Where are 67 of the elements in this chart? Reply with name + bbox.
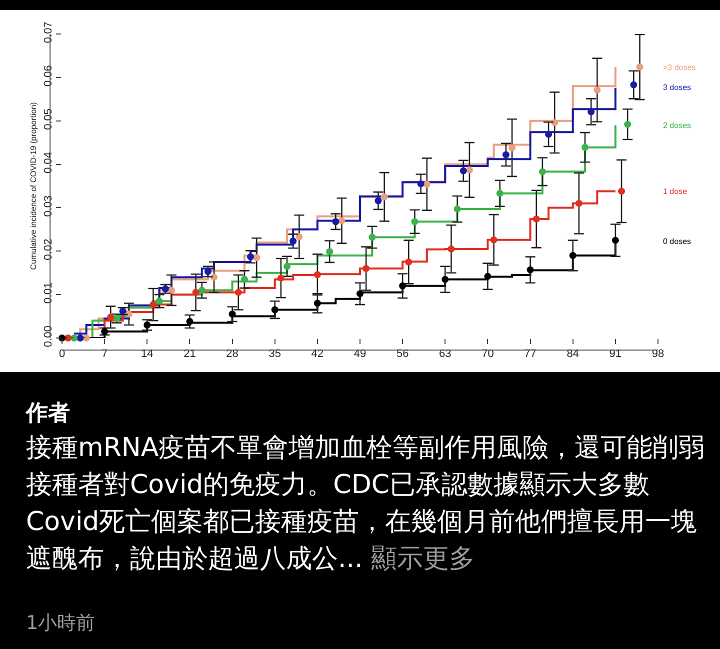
point [575, 200, 582, 207]
point [253, 254, 260, 262]
point [284, 262, 291, 270]
point [460, 167, 467, 174]
point [186, 318, 194, 325]
point [277, 274, 284, 282]
point [636, 64, 644, 71]
point [101, 328, 108, 335]
point [374, 197, 382, 204]
text: 3 doses [663, 83, 692, 92]
text: >3 doses [663, 63, 696, 72]
point [338, 217, 346, 224]
point [526, 266, 534, 274]
point [168, 286, 175, 294]
point [234, 288, 242, 296]
point [496, 190, 504, 197]
point [380, 193, 388, 200]
x-tick-label: 98 [652, 348, 664, 360]
text: 顯示更多 [371, 544, 476, 574]
point [508, 144, 516, 152]
point [296, 233, 303, 240]
point [538, 168, 546, 176]
y-tick-label: 0.07 [42, 22, 55, 44]
point [448, 245, 455, 252]
point [405, 258, 412, 266]
x-tick-label: 0 [58, 348, 66, 360]
point [594, 86, 601, 94]
y-axis-title: Cumulative incidence of COVID-19 (proportion) [29, 102, 38, 270]
text: 作者 [26, 400, 71, 428]
point [618, 188, 626, 195]
point [64, 334, 72, 342]
point [612, 236, 619, 244]
point [144, 321, 151, 328]
point [368, 234, 376, 241]
point [411, 218, 418, 226]
y-tick-label: 0.00 [42, 326, 55, 348]
point [588, 108, 595, 116]
point [107, 314, 114, 321]
point [569, 252, 576, 259]
text: 2 doses [663, 121, 692, 130]
point [442, 276, 449, 283]
point [454, 206, 461, 213]
point [502, 151, 510, 158]
point [417, 180, 424, 188]
point [532, 216, 540, 223]
point [582, 144, 589, 151]
point [150, 301, 157, 308]
point [271, 306, 278, 314]
point [314, 271, 321, 278]
point [125, 310, 132, 318]
point [356, 290, 364, 298]
text: 1 dose [663, 187, 688, 196]
point [630, 81, 638, 88]
point [204, 268, 212, 276]
point [240, 276, 248, 283]
point [466, 166, 473, 174]
point [399, 282, 406, 290]
point [484, 272, 492, 280]
point [326, 248, 334, 256]
point [490, 236, 498, 244]
text: 1小時前 [26, 611, 96, 636]
point [545, 130, 552, 138]
text: 0 doses [663, 237, 692, 246]
point [362, 265, 370, 272]
point [423, 180, 430, 188]
point [624, 120, 632, 128]
point [314, 300, 321, 307]
